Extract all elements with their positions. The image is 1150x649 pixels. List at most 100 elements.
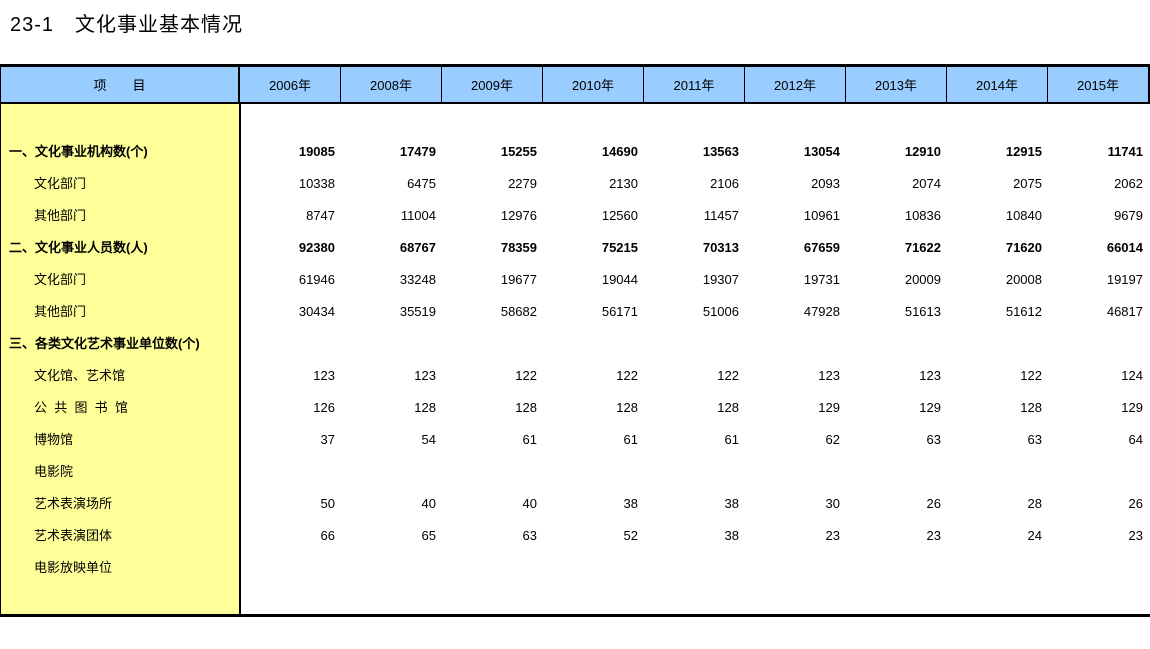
cell-value: 126 (313, 400, 335, 415)
cell-value: 10840 (1005, 208, 1042, 223)
table-row: 8747 11004 12976 12560 11457 10961 10836 10840 9… (241, 200, 1150, 232)
cell-value: 2130 (609, 176, 638, 191)
cell-value (847, 456, 948, 488)
cell-value: 64 (1128, 432, 1143, 447)
cell-value: 62 (825, 432, 840, 447)
column-header-year: 2012年 (745, 67, 846, 102)
cell-value: 20008 (1005, 272, 1042, 287)
cell-value: 19307 (702, 272, 739, 287)
cell-value: 6475 (407, 176, 436, 191)
table-row: 19085 17479 15255 14690 13563 13054 12910 12915… (241, 136, 1150, 168)
row-label: 艺术表演场所 (34, 496, 113, 511)
cell-value: 19085 (298, 144, 335, 159)
cell-value: 122 (1020, 368, 1042, 383)
cell-value: 2074 (912, 176, 941, 191)
cell-value: 23 (1128, 528, 1143, 543)
cell-value: 124 (1121, 368, 1143, 383)
cell-value: 38 (623, 496, 638, 511)
cell-value: 12910 (904, 144, 941, 159)
cell-value: 30434 (298, 304, 335, 319)
cell-value: 23 (926, 528, 941, 543)
cell-value: 19197 (1106, 272, 1143, 287)
cell-value: 56171 (601, 304, 638, 319)
cell-value: 122 (616, 368, 638, 383)
cell-value (645, 552, 746, 584)
row-label: 文化部门 (34, 176, 87, 191)
cell-value: 123 (414, 368, 436, 383)
cell-value: 8747 (306, 208, 335, 223)
cell-value: 15255 (500, 144, 537, 159)
cell-value: 14690 (601, 144, 638, 159)
cell-value: 128 (414, 400, 436, 415)
cell-value (544, 456, 645, 488)
row-label: 一、文化事业机构数(个) (9, 144, 148, 159)
cell-value: 19731 (803, 272, 840, 287)
table-row: 61946 33248 19677 19044 19307 19731 20009 20008… (241, 264, 1150, 296)
cell-value: 52 (623, 528, 638, 543)
cell-value (645, 456, 746, 488)
row-label: 其他部门 (34, 304, 87, 319)
cell-value: 37 (320, 432, 335, 447)
cell-value: 129 (919, 400, 941, 415)
data-grid: 19085 17479 15255 14690 13563 13054 12910 12915… (241, 104, 1150, 614)
cell-value (342, 456, 443, 488)
cell-value: 51612 (1005, 304, 1042, 319)
cell-value (645, 328, 746, 360)
cell-value: 71622 (904, 240, 941, 255)
cell-value: 66014 (1106, 240, 1143, 255)
cell-value (241, 552, 342, 584)
cell-value: 11004 (400, 208, 436, 223)
cell-value (443, 552, 544, 584)
column-header-year: 2006年 (240, 67, 341, 102)
row-label: 电影院 (34, 464, 74, 479)
cell-value (948, 328, 1049, 360)
cell-value: 2279 (508, 176, 537, 191)
cell-value: 50 (320, 496, 335, 511)
cell-value: 61946 (298, 272, 335, 287)
cell-value (544, 552, 645, 584)
cell-value: 11741 (1107, 144, 1143, 159)
cell-value (746, 328, 847, 360)
table-row: 92380 68767 78359 75215 70313 67659 71622 71620… (241, 232, 1150, 264)
cell-value: 2062 (1114, 176, 1143, 191)
cell-value: 10961 (803, 208, 840, 223)
cell-value (948, 552, 1049, 584)
cell-value: 128 (515, 400, 537, 415)
table-row (241, 456, 1150, 488)
cell-value: 24 (1027, 528, 1042, 543)
table-row: 50 40 40 38 38 30 26 28 26 (241, 488, 1150, 520)
cell-value: 123 (919, 368, 941, 383)
cell-value: 122 (717, 368, 739, 383)
row-label: 三、各类文化艺术事业单位数(个) (9, 336, 200, 351)
table-row (241, 552, 1150, 584)
cell-value: 123 (818, 368, 840, 383)
column-header-year: 2013年 (846, 67, 947, 102)
label-column: 一、文化事业机构数(个) 文化部门 其他部门 二、文化事业人员数(人) 文化部门 其他部门… (1, 104, 241, 614)
cell-value: 51613 (904, 304, 941, 319)
cell-value (746, 456, 847, 488)
table-row: 10338 6475 2279 2130 2106 2093 2074 2075 2062 (241, 168, 1150, 200)
cell-value (847, 552, 948, 584)
cell-value (1049, 328, 1150, 360)
cell-value: 26 (1128, 496, 1143, 511)
cell-value: 122 (515, 368, 537, 383)
column-header-year: 2009年 (442, 67, 543, 102)
cell-value: 13054 (803, 144, 840, 159)
cell-value: 129 (818, 400, 840, 415)
cell-value: 46817 (1106, 304, 1143, 319)
row-label: 博物馆 (34, 432, 74, 447)
cell-value: 61 (522, 432, 537, 447)
cell-value: 30 (825, 496, 840, 511)
row-label: 电影放映单位 (34, 560, 113, 575)
cell-value (1049, 552, 1150, 584)
cell-value: 12976 (500, 208, 537, 223)
cell-value (948, 456, 1049, 488)
cell-value: 2093 (811, 176, 840, 191)
cell-value: 65 (421, 528, 436, 543)
cell-value: 35519 (399, 304, 436, 319)
cell-value: 123 (313, 368, 335, 383)
cell-value: 17479 (399, 144, 436, 159)
cell-value (342, 328, 443, 360)
cell-value: 68767 (399, 240, 436, 255)
row-label: 艺术表演团体 (34, 528, 113, 543)
